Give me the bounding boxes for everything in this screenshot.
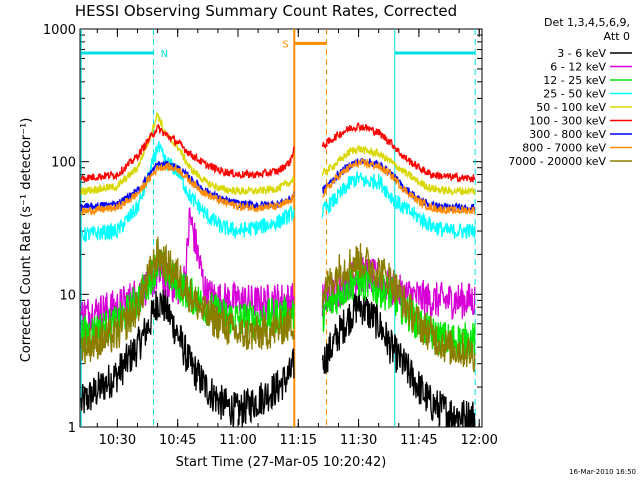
series-line: [80, 236, 295, 365]
x-tick-label: 12:00: [460, 433, 497, 448]
x-axis-label: Start Time (27-Mar-05 10:20:42): [176, 455, 387, 470]
series-line: [80, 289, 295, 428]
plot-layer: 10:30 10:45 11:00 11:15 11:30 11:45 12:00 1 10 10…: [43, 23, 498, 448]
series-line-segment2: [321, 122, 476, 184]
x-tick-label: 10:30: [99, 433, 136, 448]
y-tick-label: 10: [59, 288, 76, 303]
series-line-segment2: [321, 243, 476, 373]
x-tick-label: 11:00: [219, 433, 256, 448]
series-line: [80, 123, 295, 183]
timestamp-label: 16-Mar-2010 16:50: [569, 468, 636, 476]
legend-label: 800 - 7000 keV: [522, 142, 606, 155]
y-axis-label: Corrected Count Rate (s⁻¹ detector⁻¹): [19, 118, 34, 363]
legend-label: 300 - 800 keV: [529, 128, 606, 141]
legend-label: 3 - 6 keV: [557, 47, 606, 60]
series-line: [80, 112, 295, 196]
legend-label: 7000 - 20000 keV: [508, 155, 606, 168]
y-tick-label: 1000: [43, 23, 76, 38]
detector-label: Det 1,3,4,5,6,9,: [544, 16, 630, 29]
legend-label: 12 - 25 keV: [543, 74, 606, 87]
series-line: [80, 162, 295, 217]
x-tick-label: 11:45: [400, 433, 437, 448]
series-line-segment2: [321, 157, 476, 215]
x-tick-label: 10:45: [159, 433, 196, 448]
legend-label: 6 - 12 keV: [550, 61, 606, 74]
x-tick-label: 11:15: [280, 433, 317, 448]
series-line-segment2: [321, 288, 476, 428]
attenuator-label: Att 0: [604, 30, 630, 43]
plot-frame: [79, 28, 483, 428]
night-label: N: [161, 49, 168, 60]
legend-label: 50 - 100 keV: [536, 101, 606, 114]
x-tick-label: 11:30: [340, 433, 377, 448]
legend-label: 25 - 50 keV: [543, 88, 606, 101]
series-line-segment2: [321, 171, 476, 239]
saa-label: S: [282, 39, 288, 50]
legend-label: 100 - 300 keV: [529, 115, 606, 128]
series-line: [80, 141, 295, 243]
series-line-segment2: [321, 144, 476, 197]
y-tick-label: 1: [68, 421, 76, 436]
chart-title: HESSI Observing Summary Count Rates, Cor…: [75, 2, 457, 20]
y-tick-label: 100: [51, 156, 76, 171]
